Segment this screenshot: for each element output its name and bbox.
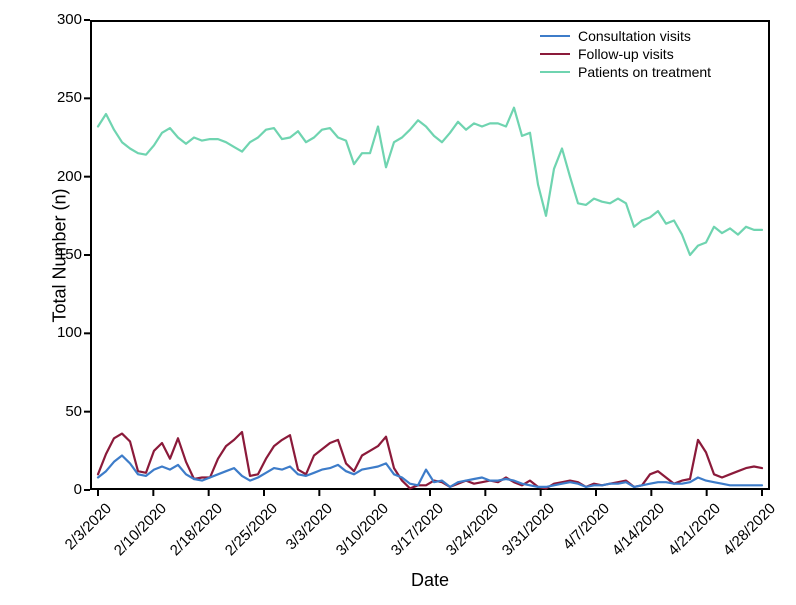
y-tick-label: 250: [40, 89, 82, 106]
legend-item: Patients on treatment: [540, 64, 711, 80]
y-tick-label: 100: [40, 324, 82, 341]
y-tick-label: 200: [40, 168, 82, 185]
y-tick-label: 150: [40, 246, 82, 263]
y-tick-label: 300: [40, 11, 82, 28]
legend-swatch: [540, 53, 570, 55]
legend-label: Consultation visits: [578, 28, 691, 44]
legend-item: Follow-up visits: [540, 46, 711, 62]
legend: Consultation visits Follow-up visits Patie…: [540, 28, 711, 82]
legend-swatch: [540, 35, 570, 37]
legend-swatch: [540, 71, 570, 73]
y-tick-label: 50: [40, 403, 82, 420]
legend-label: Patients on treatment: [578, 64, 711, 80]
series-line: [98, 108, 762, 255]
chart-svg: [0, 0, 796, 605]
y-tick-label: 0: [40, 481, 82, 498]
legend-label: Follow-up visits: [578, 46, 674, 62]
legend-item: Consultation visits: [540, 28, 711, 44]
